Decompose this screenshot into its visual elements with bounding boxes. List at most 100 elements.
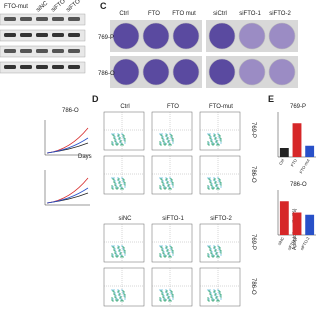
event [217, 255, 219, 257]
event [160, 298, 162, 300]
event [164, 186, 166, 188]
blot-band [4, 33, 16, 37]
event [172, 252, 174, 254]
event [164, 188, 166, 190]
event [112, 290, 114, 292]
event [170, 256, 172, 258]
event [170, 136, 172, 138]
event [168, 144, 170, 146]
event [111, 187, 113, 189]
event [218, 136, 220, 138]
event [112, 254, 114, 256]
row-label: 769-P [98, 35, 114, 41]
event [167, 141, 169, 143]
event [218, 292, 220, 294]
event [219, 179, 221, 181]
event [119, 185, 121, 187]
event [124, 294, 126, 296]
event [215, 137, 217, 139]
event [215, 139, 217, 141]
event [212, 256, 214, 258]
event [122, 178, 124, 180]
event [113, 133, 115, 135]
event [120, 256, 122, 258]
event [171, 251, 173, 253]
event [217, 289, 219, 291]
event [163, 141, 165, 143]
event [112, 144, 114, 146]
event [112, 178, 114, 180]
bar [279, 201, 289, 235]
event [119, 183, 121, 185]
event [161, 291, 163, 293]
event [121, 299, 123, 301]
event [160, 290, 162, 292]
event [162, 294, 164, 296]
panel-label: D [92, 94, 99, 104]
event [114, 136, 116, 138]
event [212, 186, 214, 188]
event [215, 141, 217, 143]
event [160, 178, 162, 180]
event [124, 186, 126, 188]
event [165, 255, 167, 257]
event [207, 187, 209, 189]
event [216, 296, 218, 298]
event [161, 245, 163, 247]
event [124, 252, 126, 254]
event [216, 252, 218, 254]
event [165, 299, 167, 301]
well [208, 22, 236, 50]
event [115, 187, 117, 189]
event [124, 182, 126, 184]
bar [305, 214, 315, 235]
event [168, 298, 170, 300]
event [172, 142, 174, 144]
event [212, 298, 214, 300]
event [162, 296, 164, 298]
flow-plot [103, 155, 145, 195]
event [122, 134, 124, 136]
event [220, 250, 222, 252]
event [115, 297, 117, 299]
event [210, 182, 212, 184]
axis [277, 190, 316, 236]
blot-band [52, 65, 64, 69]
event [164, 254, 166, 256]
event [167, 183, 169, 185]
event [167, 185, 169, 187]
event [124, 142, 126, 144]
event [118, 182, 120, 184]
event [210, 136, 212, 138]
event [208, 254, 210, 256]
event [117, 299, 119, 301]
event [219, 247, 221, 249]
x-tick-label: Ctrl [278, 158, 285, 166]
event [114, 252, 116, 254]
event [120, 186, 122, 188]
event [164, 298, 166, 300]
event [209, 245, 211, 247]
event [163, 185, 165, 187]
well [142, 58, 170, 86]
event [120, 140, 122, 142]
flow-plot [199, 111, 241, 151]
event [211, 295, 213, 297]
group-label: siFTO-2 [210, 216, 232, 222]
event [218, 178, 220, 180]
well [238, 22, 266, 50]
event [123, 293, 125, 295]
event [166, 292, 168, 294]
event [207, 143, 209, 145]
group-label: siFTO-2 [269, 11, 291, 17]
blot-band [52, 49, 64, 53]
event [170, 248, 172, 250]
flow-plot [103, 267, 145, 307]
event [172, 298, 174, 300]
blot-band [68, 17, 80, 21]
event [121, 133, 123, 135]
event [160, 254, 162, 256]
blot-band [4, 65, 16, 69]
event [218, 248, 220, 250]
event [167, 295, 169, 297]
